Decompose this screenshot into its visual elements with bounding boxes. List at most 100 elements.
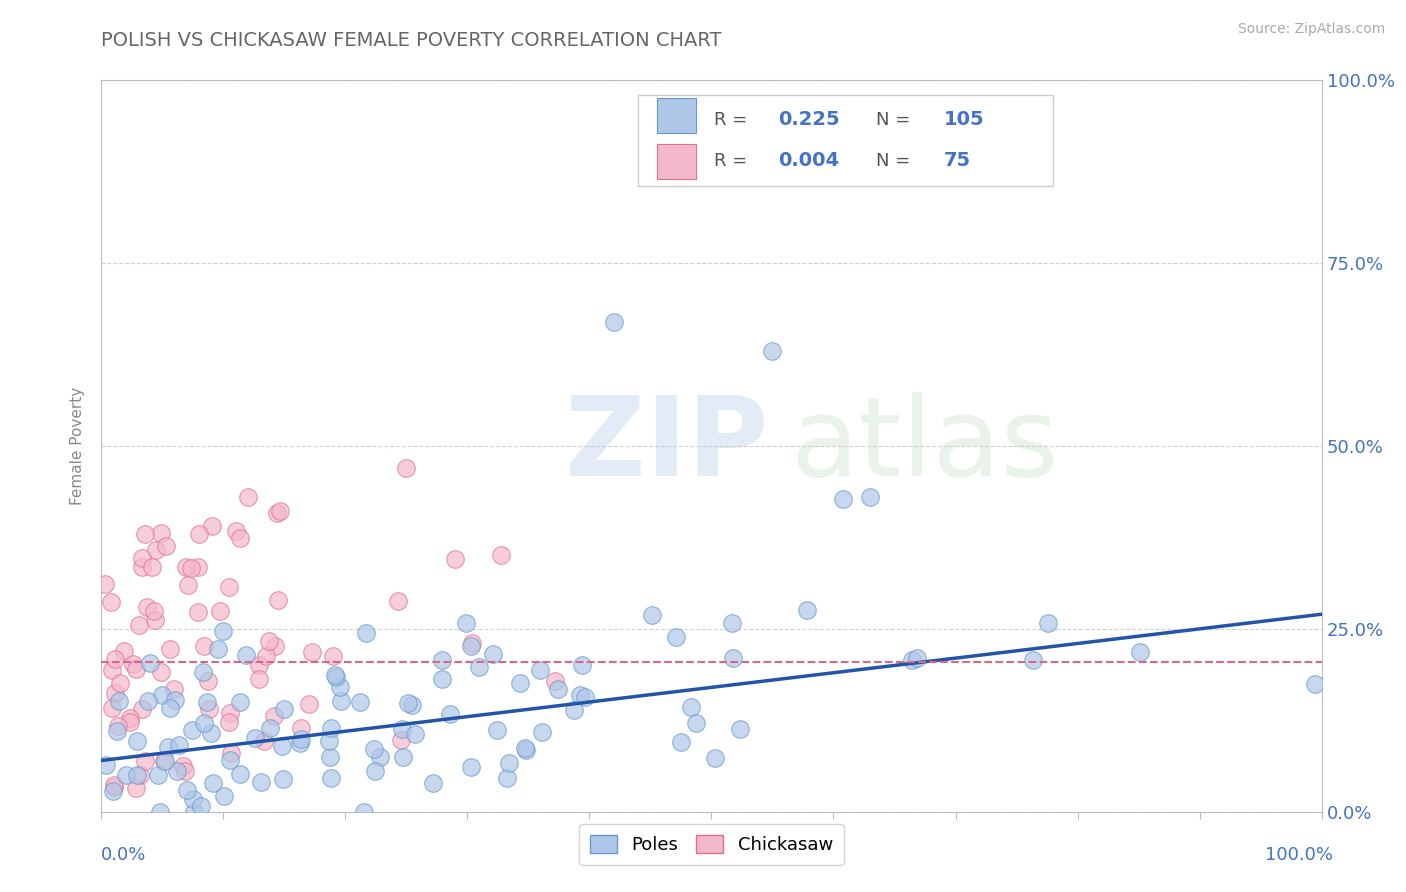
Point	[460, 760, 482, 774]
Point	[236, 490, 259, 504]
Point	[193, 665, 215, 679]
Point	[301, 645, 323, 659]
Point	[118, 711, 141, 725]
Point	[495, 771, 517, 785]
Point	[481, 648, 503, 662]
Point	[202, 775, 225, 789]
Y-axis label: Female Poverty: Female Poverty	[70, 387, 86, 505]
Point	[197, 674, 219, 689]
Point	[290, 731, 312, 746]
Point	[229, 694, 252, 708]
Text: atlas: atlas	[790, 392, 1059, 500]
Point	[349, 695, 371, 709]
Point	[728, 723, 751, 737]
Point	[257, 634, 280, 648]
Point	[509, 675, 531, 690]
Point	[290, 721, 312, 735]
Point	[195, 695, 218, 709]
Point	[183, 805, 205, 819]
Point	[1129, 645, 1152, 659]
Point	[143, 613, 166, 627]
Legend: Poles, Chickasaw: Poles, Chickasaw	[579, 824, 844, 865]
Point	[640, 607, 662, 622]
Point	[368, 750, 391, 764]
Point	[264, 639, 287, 653]
Point	[273, 702, 295, 716]
Point	[105, 723, 128, 738]
Point	[266, 506, 288, 520]
Point	[145, 542, 167, 557]
Point	[250, 774, 273, 789]
Point	[136, 694, 159, 708]
Point	[142, 604, 165, 618]
Point	[389, 732, 412, 747]
Point	[1021, 653, 1043, 667]
Point	[247, 672, 270, 686]
Point	[122, 657, 145, 671]
Point	[669, 735, 692, 749]
Point	[387, 593, 409, 607]
Text: Source: ZipAtlas.com: Source: ZipAtlas.com	[1237, 22, 1385, 37]
Point	[200, 518, 222, 533]
Point	[271, 739, 294, 753]
Point	[395, 461, 418, 475]
Point	[187, 605, 209, 619]
Point	[187, 526, 209, 541]
Point	[1038, 615, 1060, 630]
Point	[664, 630, 686, 644]
Point	[396, 696, 419, 710]
Point	[149, 805, 172, 819]
Point	[703, 750, 725, 764]
Point	[392, 750, 415, 764]
Point	[318, 733, 340, 747]
Text: 0.225: 0.225	[779, 110, 841, 129]
Point	[353, 805, 375, 819]
Point	[149, 526, 172, 541]
Point	[263, 709, 285, 723]
Point	[1005, 161, 1028, 175]
Point	[391, 722, 413, 736]
Bar	[657, 144, 696, 179]
Point	[174, 560, 197, 574]
Point	[146, 768, 169, 782]
Point	[155, 540, 177, 554]
Point	[163, 682, 186, 697]
Point	[103, 778, 125, 792]
Point	[404, 727, 426, 741]
Point	[832, 492, 855, 507]
Point	[515, 743, 537, 757]
Point	[568, 688, 591, 702]
Point	[100, 595, 122, 609]
Point	[685, 716, 707, 731]
Point	[901, 653, 924, 667]
Point	[273, 772, 295, 786]
Point	[212, 789, 235, 803]
Point	[325, 670, 347, 684]
Point	[181, 723, 204, 737]
Point	[219, 746, 242, 760]
Point	[254, 648, 277, 663]
Point	[134, 754, 156, 768]
Point	[125, 733, 148, 747]
Point	[574, 690, 596, 704]
Point	[125, 768, 148, 782]
Point	[229, 767, 252, 781]
Point	[253, 733, 276, 747]
Point	[104, 651, 127, 665]
Point	[103, 783, 125, 797]
Point	[529, 663, 551, 677]
Text: 75: 75	[943, 152, 970, 170]
Point	[547, 682, 569, 697]
Point	[172, 758, 194, 772]
Point	[153, 754, 176, 768]
Text: ZIP: ZIP	[565, 392, 768, 500]
FancyBboxPatch shape	[638, 95, 1053, 186]
Text: N =: N =	[876, 152, 917, 169]
Point	[322, 648, 344, 663]
Point	[323, 668, 346, 682]
Point	[247, 658, 270, 673]
Point	[218, 714, 240, 729]
Point	[125, 662, 148, 676]
Point	[330, 694, 353, 708]
Point	[207, 642, 229, 657]
